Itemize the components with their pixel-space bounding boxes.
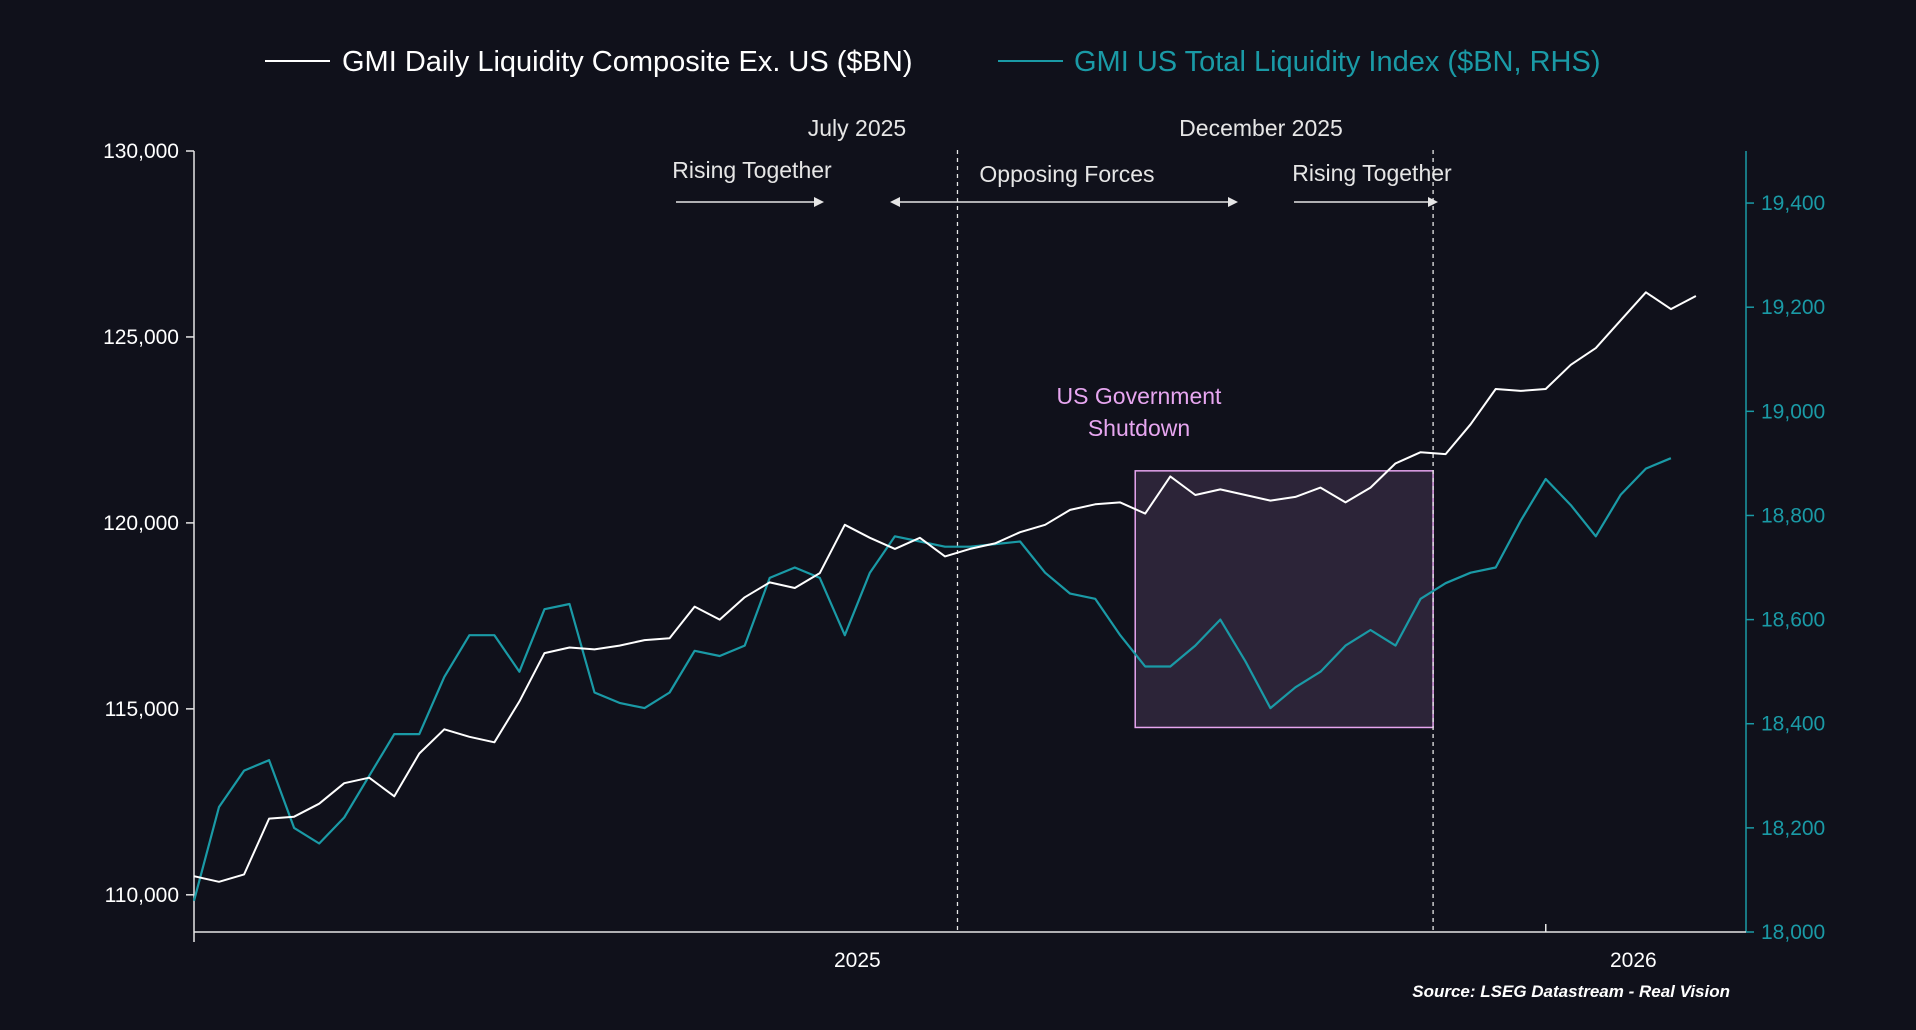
left-axis-ticks: 110,000 115,000 120,000 125,000 130,000: [103, 140, 194, 907]
rising-together-right-arrow: [1294, 197, 1438, 207]
opposing-forces-label: Opposing Forces: [979, 161, 1154, 187]
left-tick-label: 130,000: [103, 140, 179, 163]
legend-teal-label: GMI US Total Liquidity Index ($BN, RHS): [1074, 46, 1601, 78]
right-axis-ticks: 18,000 18,200 18,400 18,600 18,800 19,000 19,2…: [1746, 192, 1825, 944]
x-tick-label: 2026: [1610, 949, 1657, 972]
rising-together-left-arrow: [676, 197, 824, 207]
series-white-ex-us-composite: [193, 291, 1697, 883]
source-note: Source: LSEG Datastream - Real Vision: [1412, 982, 1730, 1001]
rising-together-left-label: Rising Together: [672, 157, 832, 183]
x-axis-ticks: 2025 2026: [193, 924, 1657, 972]
left-tick-label: 120,000: [103, 512, 179, 535]
shutdown-label-line2: Shutdown: [1088, 415, 1190, 441]
left-tick-label: 110,000: [105, 884, 179, 907]
december-2025-label: December 2025: [1179, 115, 1343, 141]
right-tick-label: 19,000: [1761, 400, 1825, 423]
right-tick-label: 18,600: [1761, 609, 1825, 632]
right-tick-label: 18,800: [1761, 504, 1825, 527]
left-tick-label: 125,000: [103, 326, 179, 349]
shutdown-label-line1: US Government: [1057, 383, 1223, 409]
right-tick-label: 18,000: [1761, 921, 1825, 944]
right-tick-label: 19,400: [1761, 192, 1825, 215]
rising-together-right-label: Rising Together: [1292, 160, 1452, 186]
right-tick-label: 18,200: [1761, 817, 1825, 840]
legend: GMI Daily Liquidity Composite Ex. US ($B…: [265, 46, 1601, 78]
right-tick-label: 19,200: [1761, 296, 1825, 319]
legend-white-label: GMI Daily Liquidity Composite Ex. US ($B…: [342, 46, 913, 78]
x-tick-label: 2025: [834, 949, 881, 972]
left-tick-label: 115,000: [105, 698, 179, 721]
shutdown-period-box: [1134, 470, 1434, 729]
opposing-forces-arrow: [890, 197, 1238, 207]
right-tick-label: 18,400: [1761, 713, 1825, 736]
series-teal-us-liquidity: [192, 457, 1672, 902]
july-2025-label: July 2025: [808, 115, 906, 141]
